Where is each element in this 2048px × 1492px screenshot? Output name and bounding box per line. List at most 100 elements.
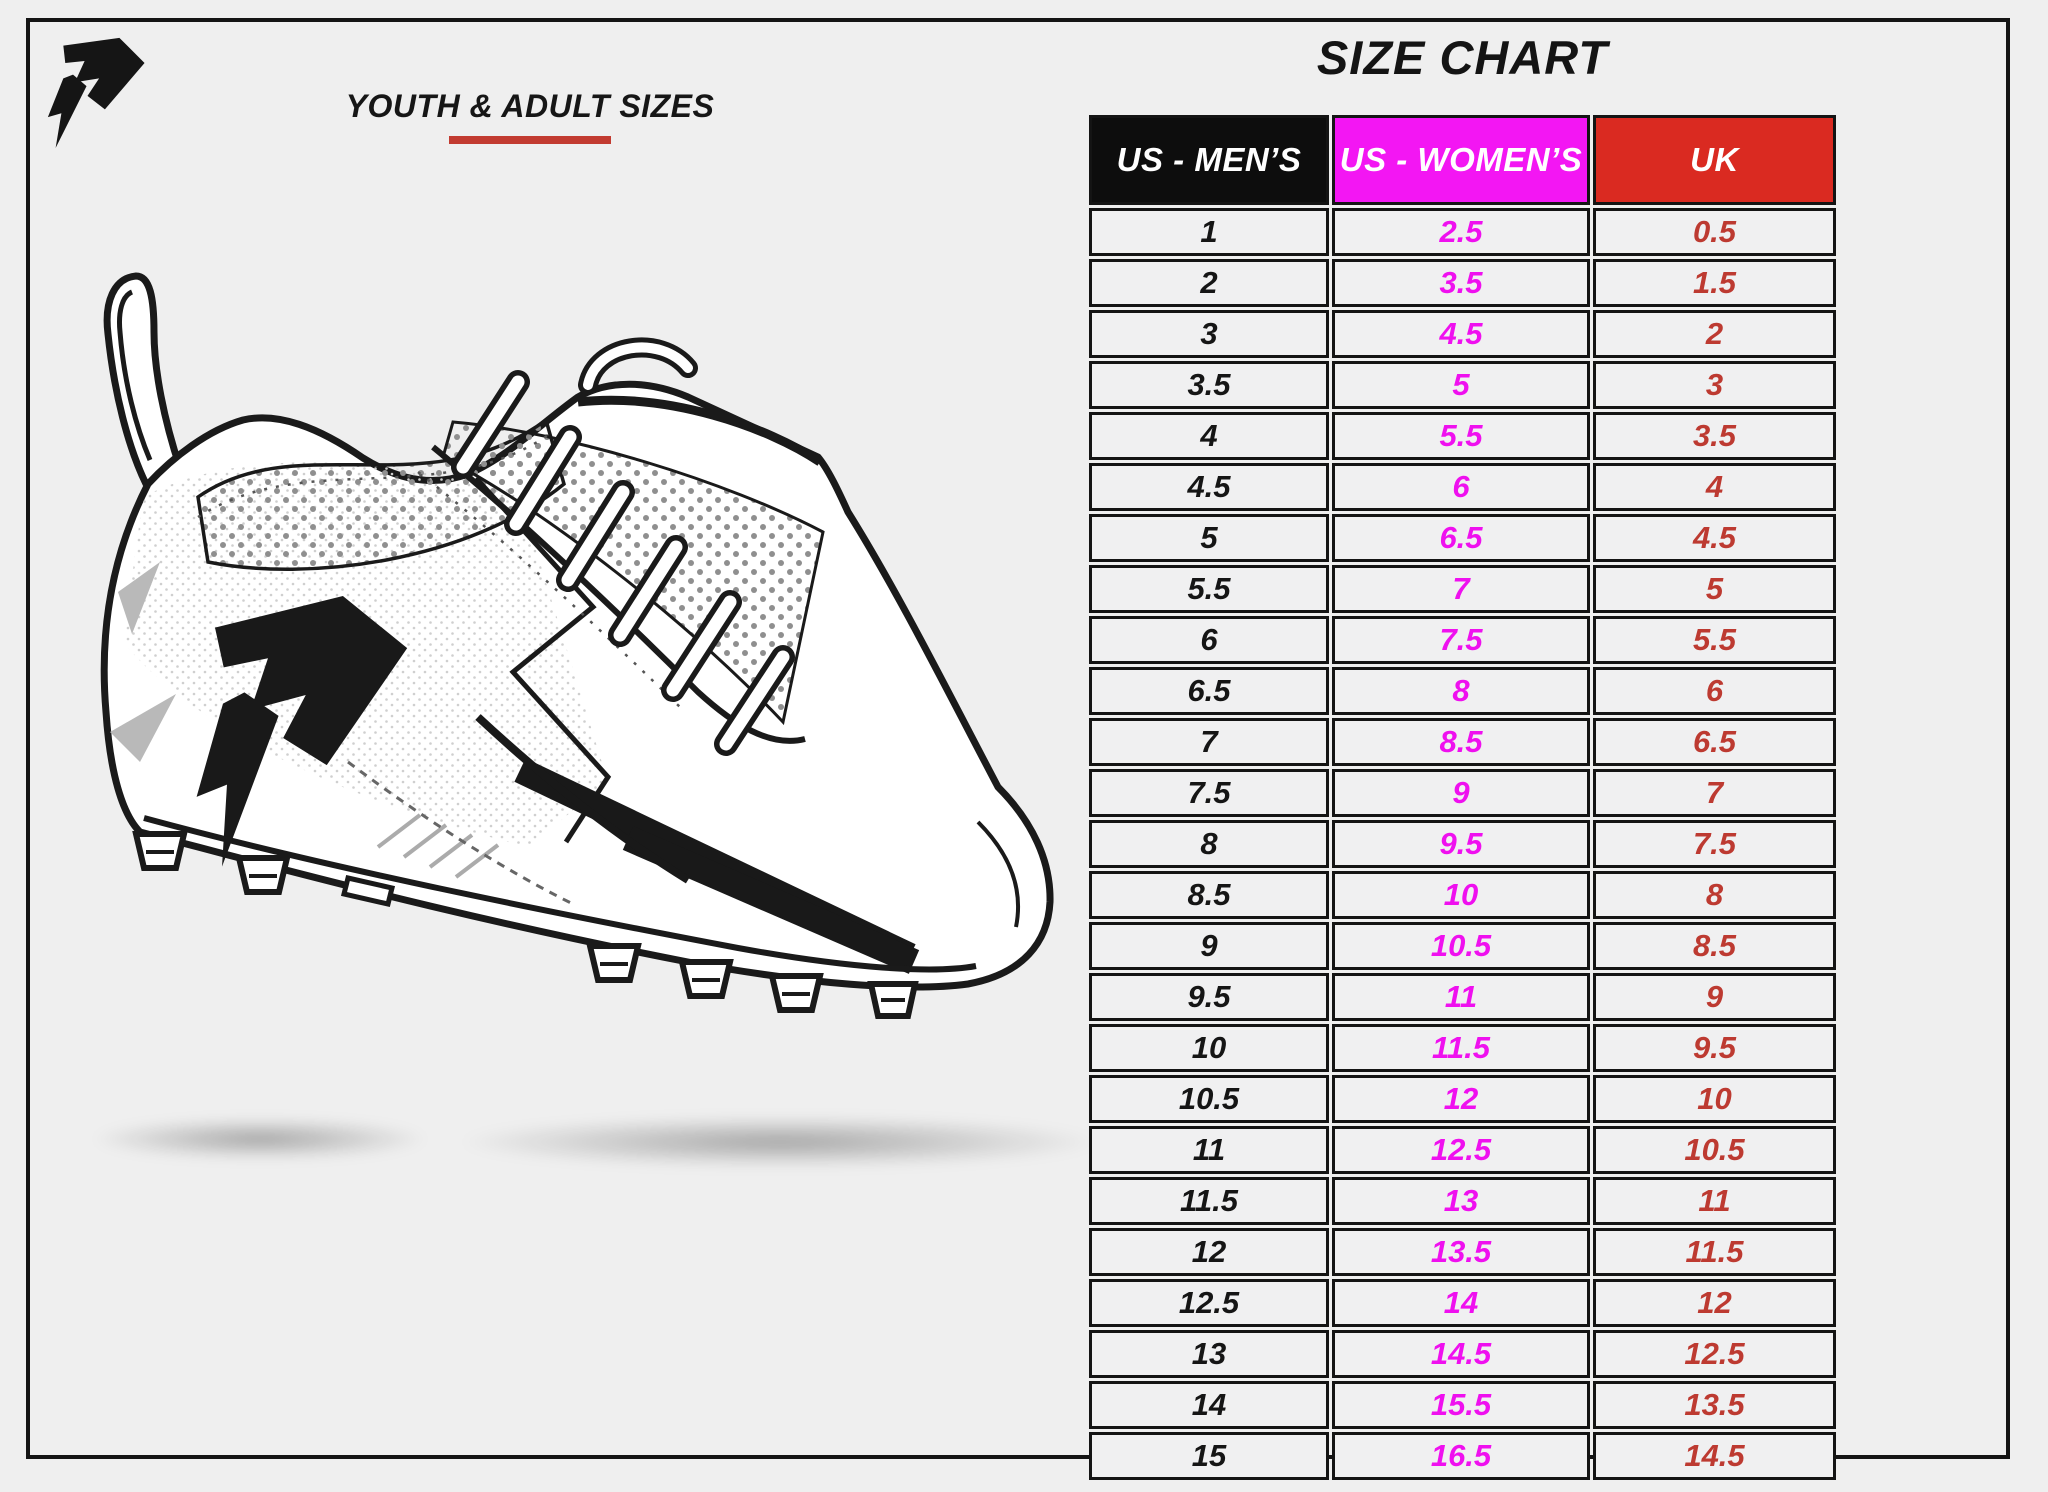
size-table-row: 11.5 13 11 — [1089, 1177, 1836, 1225]
uk-size-cell: 12.5 — [1593, 1330, 1836, 1378]
uk-size-cell: 4.5 — [1593, 514, 1836, 562]
subtitle: YOUTH & ADULT SIZES — [345, 88, 715, 124]
us-mens-size-cell: 4.5 — [1089, 463, 1329, 511]
us-mens-size-cell: 3 — [1089, 310, 1329, 358]
size-table-header-row: US - MEN’S US - WOMEN’S UK — [1089, 115, 1836, 205]
heel-accent-flash — [118, 562, 160, 634]
size-table-row: 13 14.5 12.5 — [1089, 1330, 1836, 1378]
us-womens-size-cell: 13.5 — [1332, 1228, 1590, 1276]
us-mens-size-cell: 7.5 — [1089, 769, 1329, 817]
us-womens-size-cell: 14 — [1332, 1279, 1590, 1327]
uk-size-cell: 10.5 — [1593, 1126, 1836, 1174]
uk-size-cell: 7 — [1593, 769, 1836, 817]
us-mens-size-cell: 8 — [1089, 820, 1329, 868]
size-table-row: 7 8.5 6.5 — [1089, 718, 1836, 766]
us-mens-size-cell: 8.5 — [1089, 871, 1329, 919]
size-table-row: 4.5 6 4 — [1089, 463, 1836, 511]
size-table-row: 7.5 9 7 — [1089, 769, 1836, 817]
size-table-row: 5.5 7 5 — [1089, 565, 1836, 613]
size-table-row: 3.5 5 3 — [1089, 361, 1836, 409]
us-mens-size-cell: 6 — [1089, 616, 1329, 664]
uk-size-cell: 14.5 — [1593, 1432, 1836, 1480]
us-mens-size-cell: 14 — [1089, 1381, 1329, 1429]
us-womens-size-cell: 15.5 — [1332, 1381, 1590, 1429]
us-womens-size-cell: 7 — [1332, 565, 1590, 613]
toe-cap-line — [976, 820, 1021, 928]
uk-size-cell: 9.5 — [1593, 1024, 1836, 1072]
us-mens-size-cell: 1 — [1089, 208, 1329, 256]
uk-size-cell: 5.5 — [1593, 616, 1836, 664]
us-mens-size-cell: 10.5 — [1089, 1075, 1329, 1123]
us-womens-size-cell: 4.5 — [1332, 310, 1590, 358]
laces — [451, 337, 795, 756]
us-womens-size-cell: 2.5 — [1332, 208, 1590, 256]
size-table-row: 9.5 11 9 — [1089, 973, 1836, 1021]
eyestay-line — [431, 444, 806, 744]
uk-size-cell: 8 — [1593, 871, 1836, 919]
column-header-us-womens: US - WOMEN’S — [1332, 115, 1590, 205]
size-table-row: 5 6.5 4.5 — [1089, 514, 1836, 562]
uk-size-cell: 12 — [1593, 1279, 1836, 1327]
size-table-row: 12.5 14 12 — [1089, 1279, 1836, 1327]
football-cleat-illustration — [100, 272, 1054, 1019]
heel-accent-flash — [110, 694, 176, 762]
us-mens-size-cell: 13 — [1089, 1330, 1329, 1378]
tongue-edge-line — [577, 395, 823, 466]
size-table-row: 1 2.5 0.5 — [1089, 208, 1836, 256]
column-header-us-mens: US - MEN’S — [1089, 115, 1329, 205]
us-mens-size-cell: 2 — [1089, 259, 1329, 307]
us-mens-size-cell: 10 — [1089, 1024, 1329, 1072]
us-womens-size-cell: 13 — [1332, 1177, 1590, 1225]
uk-size-cell: 3 — [1593, 361, 1836, 409]
size-table-row: 14 15.5 13.5 — [1089, 1381, 1836, 1429]
us-womens-size-cell: 12.5 — [1332, 1126, 1590, 1174]
page-border-frame — [26, 18, 2010, 1459]
uk-size-cell: 2 — [1593, 310, 1836, 358]
shoe-shadow — [455, 1116, 1105, 1168]
us-mens-size-cell: 3.5 — [1089, 361, 1329, 409]
uk-size-cell: 9 — [1593, 973, 1836, 1021]
us-womens-size-cell: 10 — [1332, 871, 1590, 919]
us-womens-size-cell: 11 — [1332, 973, 1590, 1021]
us-mens-size-cell: 5 — [1089, 514, 1329, 562]
us-mens-size-cell: 6.5 — [1089, 667, 1329, 715]
us-mens-size-cell: 11 — [1089, 1126, 1329, 1174]
us-womens-size-cell: 8.5 — [1332, 718, 1590, 766]
shoe-shadow — [90, 1118, 430, 1160]
midsole-line — [143, 815, 977, 973]
size-table-row: 4 5.5 3.5 — [1089, 412, 1836, 460]
size-table: US - MEN’S US - WOMEN’S UK 1 2.5 0.5 2 3.5 1.… — [1086, 112, 1839, 1483]
size-table-row: 10 11.5 9.5 — [1089, 1024, 1836, 1072]
size-table-row: 10.5 12 10 — [1089, 1075, 1836, 1123]
us-womens-size-cell: 10.5 — [1332, 922, 1590, 970]
page-title: SIZE CHART — [1316, 31, 1609, 84]
size-table-row: 12 13.5 11.5 — [1089, 1228, 1836, 1276]
uk-size-cell: 13.5 — [1593, 1381, 1836, 1429]
us-mens-size-cell: 12.5 — [1089, 1279, 1329, 1327]
brand-logo-p-icon — [47, 37, 145, 149]
us-womens-size-cell: 6.5 — [1332, 514, 1590, 562]
us-mens-size-cell: 7 — [1089, 718, 1329, 766]
us-womens-size-cell: 7.5 — [1332, 616, 1590, 664]
uk-size-cell: 5 — [1593, 565, 1836, 613]
uk-size-cell: 6 — [1593, 667, 1836, 715]
us-mens-size-cell: 9.5 — [1089, 973, 1329, 1021]
us-womens-size-cell: 3.5 — [1332, 259, 1590, 307]
size-table-row: 15 16.5 14.5 — [1089, 1432, 1836, 1480]
size-table-row: 8.5 10 8 — [1089, 871, 1836, 919]
size-table-row: 8 9.5 7.5 — [1089, 820, 1836, 868]
uk-size-cell: 11.5 — [1593, 1228, 1836, 1276]
us-mens-size-cell: 5.5 — [1089, 565, 1329, 613]
us-womens-size-cell: 5.5 — [1332, 412, 1590, 460]
us-mens-size-cell: 12 — [1089, 1228, 1329, 1276]
collar-stitching — [197, 430, 554, 519]
us-womens-size-cell: 8 — [1332, 667, 1590, 715]
uk-size-cell: 11 — [1593, 1177, 1836, 1225]
uk-size-cell: 8.5 — [1593, 922, 1836, 970]
us-mens-size-cell: 9 — [1089, 922, 1329, 970]
us-mens-size-cell: 4 — [1089, 412, 1329, 460]
uk-size-cell: 3.5 — [1593, 412, 1836, 460]
size-table-row: 6.5 8 6 — [1089, 667, 1836, 715]
size-table-body: 1 2.5 0.5 2 3.5 1.5 3 4.5 2 3.5 5 3 4 5.5 3.5 4.5 6 4 5 6.5… — [1089, 208, 1836, 1480]
uk-size-cell: 6.5 — [1593, 718, 1836, 766]
